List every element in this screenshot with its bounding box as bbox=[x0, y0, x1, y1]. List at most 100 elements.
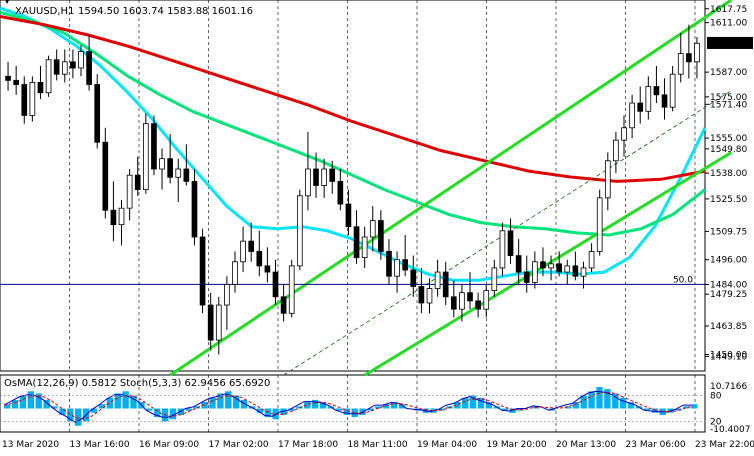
candle-body bbox=[21, 84, 28, 116]
price-label: 1496.00 bbox=[710, 256, 747, 266]
time-label: 20 Mar 13:00 bbox=[556, 440, 616, 450]
candle-body bbox=[386, 251, 392, 277]
candle-body bbox=[604, 160, 611, 199]
ema-slow-line bbox=[0, 15, 706, 183]
candle-body bbox=[134, 174, 141, 191]
price-label: 1484.00 bbox=[710, 280, 747, 290]
candle-body bbox=[661, 94, 668, 108]
time-label: 18 Mar 11:00 bbox=[348, 440, 408, 450]
candle-body bbox=[361, 236, 368, 259]
osma-bar bbox=[375, 406, 382, 409]
candle-body bbox=[110, 209, 117, 226]
dropdown-triangle-icon[interactable]: ▼ bbox=[4, 0, 11, 5]
candle-body bbox=[402, 259, 409, 271]
osma-bar bbox=[154, 408, 161, 418]
time-label: 16 Mar 09:00 bbox=[139, 440, 199, 450]
osma-bar bbox=[651, 408, 658, 413]
price-panel bbox=[0, 0, 706, 372]
indicator-panel bbox=[0, 374, 706, 433]
osma-bar bbox=[4, 404, 11, 409]
osma-bar bbox=[351, 408, 358, 418]
osma-bar bbox=[501, 408, 508, 411]
candle-body bbox=[29, 82, 36, 116]
osma-bar bbox=[509, 408, 516, 413]
osma-bar bbox=[185, 408, 192, 411]
osma-bar bbox=[620, 397, 627, 409]
osma-bar bbox=[264, 408, 271, 418]
candle-body bbox=[450, 296, 457, 310]
time-label: 13 Mar 2020 bbox=[2, 440, 59, 450]
osma-bar bbox=[130, 395, 137, 409]
ema-fast-line bbox=[0, 6, 707, 282]
current-price-tag bbox=[707, 36, 753, 49]
candle-body bbox=[442, 271, 449, 298]
osma-bar bbox=[256, 408, 264, 413]
osma-bar bbox=[35, 393, 42, 409]
candle-body bbox=[369, 220, 376, 238]
stoch-main-line bbox=[3, 390, 692, 423]
candle-body bbox=[224, 284, 230, 306]
ohlc-values: 1594.50 1603.74 1583.88 1601.16 bbox=[78, 6, 253, 17]
osma-bar bbox=[233, 395, 240, 409]
osma-bar bbox=[683, 406, 690, 409]
candle-body bbox=[126, 174, 133, 209]
indicator-level-label: -10.4007 bbox=[710, 425, 750, 435]
candle-body bbox=[629, 102, 635, 129]
candle-body bbox=[653, 86, 660, 96]
candle-body bbox=[240, 240, 246, 263]
osma-bar bbox=[469, 395, 477, 409]
candle-body bbox=[175, 168, 182, 178]
candle-body bbox=[70, 61, 76, 69]
candle-body bbox=[215, 304, 222, 341]
osma-bar bbox=[193, 406, 200, 409]
channel-line bbox=[283, 90, 732, 376]
osma-bar bbox=[383, 404, 390, 409]
osma-bar bbox=[209, 397, 216, 409]
candle-body bbox=[572, 265, 579, 277]
osma-bar bbox=[240, 399, 248, 409]
candle-body bbox=[118, 207, 125, 226]
price-label: 1555.00 bbox=[710, 134, 747, 144]
osma-bar bbox=[691, 404, 698, 409]
osma-bar bbox=[177, 408, 185, 415]
candle-body bbox=[151, 123, 157, 170]
candle-body bbox=[378, 220, 384, 252]
osma-bar bbox=[296, 406, 303, 409]
candle-body bbox=[507, 230, 514, 256]
osma-bar bbox=[643, 408, 651, 411]
osma-bar bbox=[675, 408, 682, 411]
candle-body bbox=[280, 296, 287, 314]
candle-body bbox=[353, 226, 360, 259]
candle-body bbox=[540, 261, 546, 269]
osma-bar bbox=[201, 402, 208, 409]
moving-average-lines bbox=[0, 6, 707, 282]
osma-bar bbox=[51, 406, 58, 409]
osma-bar bbox=[319, 402, 327, 409]
osma-bar bbox=[304, 402, 311, 409]
price-label: 1617.75 bbox=[710, 5, 747, 15]
price-label: 1463.85 bbox=[710, 322, 747, 332]
candle-body bbox=[13, 79, 19, 85]
time-label: 23 Mar 06:00 bbox=[626, 440, 686, 450]
osma-bar bbox=[485, 402, 493, 409]
candle-body bbox=[78, 51, 84, 69]
candle-body bbox=[288, 265, 295, 314]
candle-body bbox=[159, 158, 165, 170]
candle-body bbox=[418, 286, 425, 304]
osma-bar bbox=[11, 399, 19, 409]
osma-bar bbox=[454, 402, 461, 409]
candle-body bbox=[248, 240, 255, 252]
channel-line bbox=[169, 0, 733, 377]
candle-body bbox=[564, 265, 571, 273]
candle-body bbox=[410, 269, 417, 287]
osma-bar bbox=[217, 393, 224, 409]
candle-body bbox=[61, 61, 68, 75]
candle-body bbox=[394, 259, 400, 277]
osma-bar bbox=[225, 391, 232, 409]
candle-body bbox=[621, 127, 627, 141]
osma-bar bbox=[75, 408, 82, 426]
price-label: 1587.00 bbox=[710, 68, 747, 78]
stochastic-lines bbox=[0, 390, 705, 423]
time-label: 17 Mar 18:00 bbox=[278, 440, 338, 450]
